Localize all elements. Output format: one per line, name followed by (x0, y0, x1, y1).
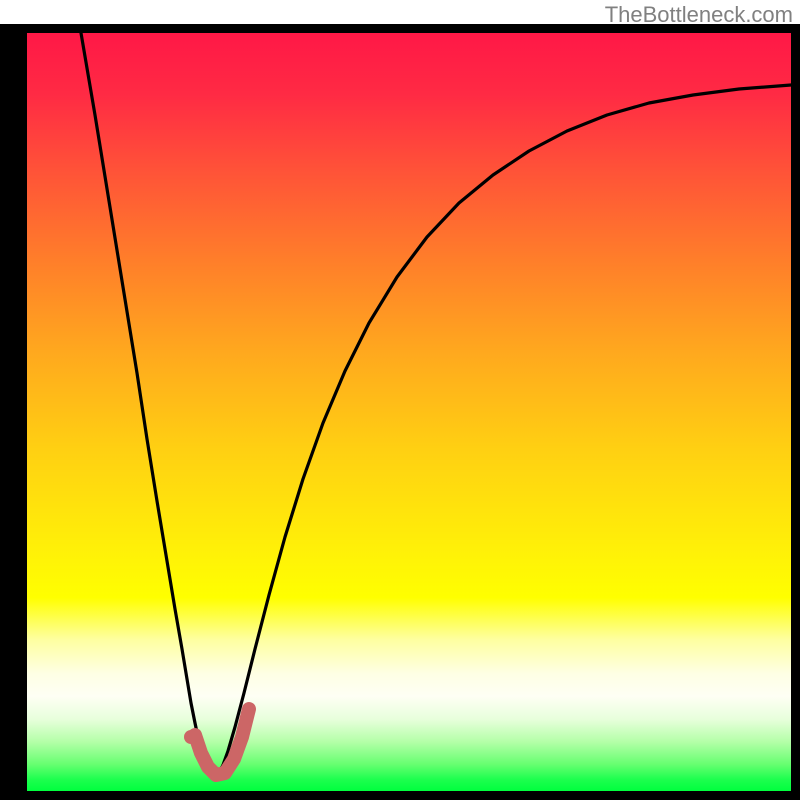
frame-top (0, 24, 800, 33)
plot-area (27, 33, 791, 791)
bottleneck-curve (81, 33, 791, 777)
marker-dot (184, 730, 198, 744)
bottleneck-curve-layer (27, 33, 791, 791)
frame-left (0, 24, 27, 800)
frame-bottom (0, 791, 800, 800)
bottleneck-chart: TheBottleneck.com (0, 0, 800, 800)
marker-hook (195, 709, 249, 775)
frame-right (791, 24, 800, 800)
